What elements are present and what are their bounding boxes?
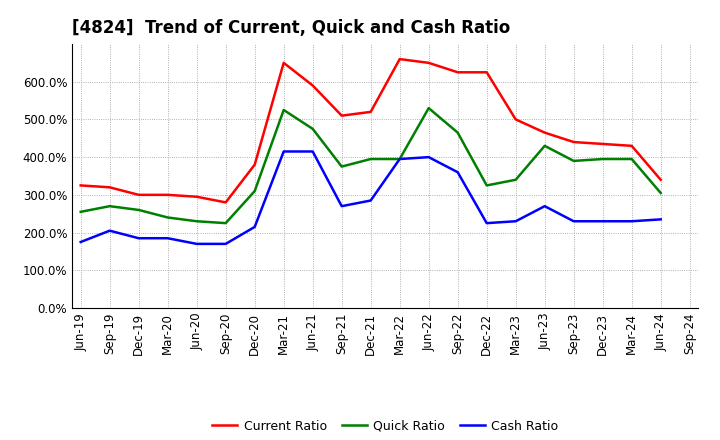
Quick Ratio (366, 156, 375, 161)
Quick Ratio (627, 156, 636, 161)
Cash Ratio (279, 149, 288, 154)
Quick Ratio (251, 188, 259, 194)
Quick Ratio (105, 204, 114, 209)
Cash Ratio (135, 235, 143, 241)
Current Ratio (192, 194, 201, 199)
Line: Current Ratio: Current Ratio (81, 59, 661, 202)
Cash Ratio (192, 241, 201, 246)
Current Ratio (454, 70, 462, 75)
Current Ratio (424, 60, 433, 66)
Cash Ratio (163, 235, 172, 241)
Current Ratio (598, 141, 607, 147)
Cash Ratio (221, 241, 230, 246)
Quick Ratio (135, 207, 143, 213)
Current Ratio (395, 56, 404, 62)
Current Ratio (570, 139, 578, 145)
Current Ratio (541, 130, 549, 135)
Current Ratio (221, 200, 230, 205)
Cash Ratio (251, 224, 259, 230)
Cash Ratio (395, 156, 404, 161)
Quick Ratio (279, 107, 288, 113)
Cash Ratio (105, 228, 114, 233)
Cash Ratio (338, 204, 346, 209)
Quick Ratio (76, 209, 85, 214)
Current Ratio (279, 60, 288, 66)
Cash Ratio (76, 239, 85, 245)
Current Ratio (338, 113, 346, 118)
Cash Ratio (454, 169, 462, 175)
Cash Ratio (308, 149, 317, 154)
Quick Ratio (163, 215, 172, 220)
Quick Ratio (424, 106, 433, 111)
Quick Ratio (570, 158, 578, 164)
Current Ratio (366, 109, 375, 114)
Cash Ratio (482, 220, 491, 226)
Current Ratio (308, 83, 317, 88)
Quick Ratio (192, 219, 201, 224)
Cash Ratio (366, 198, 375, 203)
Legend: Current Ratio, Quick Ratio, Cash Ratio: Current Ratio, Quick Ratio, Cash Ratio (207, 414, 563, 437)
Cash Ratio (424, 154, 433, 160)
Cash Ratio (511, 219, 520, 224)
Current Ratio (76, 183, 85, 188)
Quick Ratio (395, 156, 404, 161)
Current Ratio (657, 177, 665, 183)
Cash Ratio (541, 204, 549, 209)
Quick Ratio (308, 126, 317, 132)
Quick Ratio (221, 220, 230, 226)
Current Ratio (251, 162, 259, 167)
Current Ratio (627, 143, 636, 148)
Quick Ratio (482, 183, 491, 188)
Quick Ratio (541, 143, 549, 148)
Line: Quick Ratio: Quick Ratio (81, 108, 661, 223)
Current Ratio (105, 185, 114, 190)
Current Ratio (163, 192, 172, 198)
Quick Ratio (454, 130, 462, 135)
Current Ratio (511, 117, 520, 122)
Cash Ratio (657, 217, 665, 222)
Line: Cash Ratio: Cash Ratio (81, 151, 661, 244)
Quick Ratio (657, 191, 665, 196)
Current Ratio (135, 192, 143, 198)
Quick Ratio (338, 164, 346, 169)
Quick Ratio (511, 177, 520, 183)
Current Ratio (482, 70, 491, 75)
Cash Ratio (627, 219, 636, 224)
Quick Ratio (598, 156, 607, 161)
Cash Ratio (570, 219, 578, 224)
Text: [4824]  Trend of Current, Quick and Cash Ratio: [4824] Trend of Current, Quick and Cash … (72, 19, 510, 37)
Cash Ratio (598, 219, 607, 224)
